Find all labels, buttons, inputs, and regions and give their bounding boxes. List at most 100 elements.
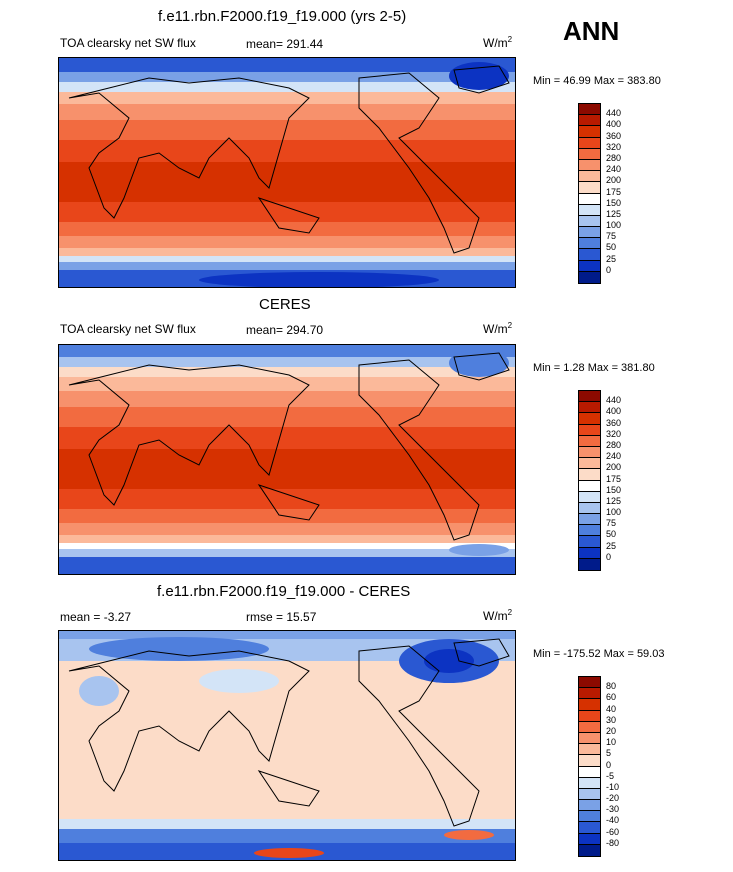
colorbar-segment [579,469,600,481]
colorbar-tick-label: 400 [606,119,622,130]
colorbar-tick-label: 175 [606,186,622,197]
colorbar-segment [579,115,600,127]
panel3-minmax: Min = -175.52 Max = 59.03 [533,648,665,660]
colorbar-segment [579,126,600,138]
colorbar-segment [579,148,600,160]
colorbar-segment [579,424,600,436]
colorbar-segment [579,536,600,548]
colorbar-tick-label: 360 [606,417,622,428]
colorbar-segment [579,391,600,403]
colorbar-tick-label: 50 [606,242,617,253]
colorbar-segment [579,525,600,537]
panel1-title: f.e11.rbn.F2000.f19_f19.000 (yrs 2-5) [158,8,407,25]
colorbar-segment [579,833,600,845]
colorbar-tick-label: -10 [606,781,620,792]
season-label: ANN [563,16,620,46]
colorbar-segment [579,766,600,778]
panel1-map [58,57,516,288]
colorbar-tick-label: 5 [606,748,612,759]
colorbar-segment [579,480,600,492]
colorbar-segment [579,182,600,194]
colorbar-tick-label: 125 [606,495,622,506]
colorbar-segment [579,458,600,470]
colorbar-tick-label: 75 [606,231,617,242]
colorbar-tick-label: 40 [606,703,617,714]
colorbar-tick-label: 440 [606,395,622,406]
panel2-colorbar [578,390,601,571]
colorbar-tick-label: -80 [606,837,620,848]
colorbar-segment [579,688,600,700]
colorbar-segment [579,788,600,801]
colorbar-segment [579,413,600,425]
panel1-minmax: Min = 46.99 Max = 383.80 [533,75,661,87]
colorbar-tick-label: 440 [606,108,622,119]
colorbar-segment [579,547,600,559]
colorbar-tick-label: 80 [606,681,617,692]
colorbar-tick-label: -60 [606,826,620,837]
colorbar-segment [579,137,600,149]
colorbar-tick-label: 280 [606,439,622,450]
colorbar-segment [579,822,600,834]
colorbar-segment [579,249,600,261]
colorbar-segment [579,171,600,183]
panel1-colorbar [578,103,601,284]
colorbar-tick-label: 200 [606,462,622,473]
colorbar-segment [579,193,600,205]
panel3-title: f.e11.rbn.F2000.f19_f19.000 - CERES [157,583,411,600]
panel2-units: W/m2 [483,321,513,336]
panel1-variable: TOA clearsky net SW flux [60,36,196,50]
panel2-mean: mean= 294.70 [246,323,324,337]
panel3-units: W/m2 [483,608,513,623]
colorbar-tick-label: -30 [606,804,620,815]
colorbar-segment [579,558,600,570]
colorbar-segment [579,215,600,228]
colorbar-tick-label: 150 [606,197,622,208]
panel3-map [58,630,516,861]
colorbar-segment [579,732,600,745]
colorbar-segment [579,721,600,733]
panel2-minmax: Min = 1.28 Max = 381.80 [533,362,655,374]
colorbar-tick-label: 50 [606,529,617,540]
colorbar-segment [579,502,600,515]
colorbar-tick-label: 100 [606,507,622,518]
panel1-mean: mean= 291.44 [246,37,324,51]
colorbar-tick-label: -40 [606,815,620,826]
colorbar-tick-label: 240 [606,451,622,462]
colorbar-segment [579,227,600,239]
colorbar-segment [579,514,600,526]
colorbar-tick-label: 200 [606,175,622,186]
panel2-title: CERES [259,296,311,313]
panel2-variable: TOA clearsky net SW flux [60,322,196,336]
colorbar-segment [579,491,600,503]
colorbar-tick-label: 400 [606,406,622,417]
colorbar-segment [579,710,600,722]
colorbar-tick-label: 10 [606,737,617,748]
colorbar-segment [579,677,600,689]
colorbar-tick-label: -5 [606,770,615,781]
colorbar-segment [579,777,600,789]
panel3-rmse: rmse = 15.57 [246,610,317,624]
panel3-mean: mean = -3.27 [60,610,132,624]
colorbar-tick-label: 0 [606,551,612,562]
colorbar-tick-label: 0 [606,759,612,770]
colorbar-segment [579,402,600,414]
colorbar-segment [579,755,600,767]
colorbar-tick-label: 30 [606,714,617,725]
colorbar-segment [579,435,600,447]
colorbar-segment [579,844,600,856]
colorbar-tick-label: 320 [606,428,622,439]
panel1-units: W/m2 [483,35,513,50]
panel3-colorbar [578,676,601,857]
colorbar-tick-label: 20 [606,725,617,736]
colorbar-segment [579,800,600,812]
colorbar-segment [579,159,600,172]
colorbar-tick-label: 175 [606,473,622,484]
colorbar-tick-label: 240 [606,164,622,175]
colorbar-segment [579,271,600,283]
colorbar-tick-label: 360 [606,130,622,141]
colorbar-tick-label: 25 [606,253,617,264]
colorbar-segment [579,811,600,823]
colorbar-tick-label: 0 [606,264,612,275]
colorbar-segment [579,744,600,756]
colorbar-segment [579,260,600,272]
